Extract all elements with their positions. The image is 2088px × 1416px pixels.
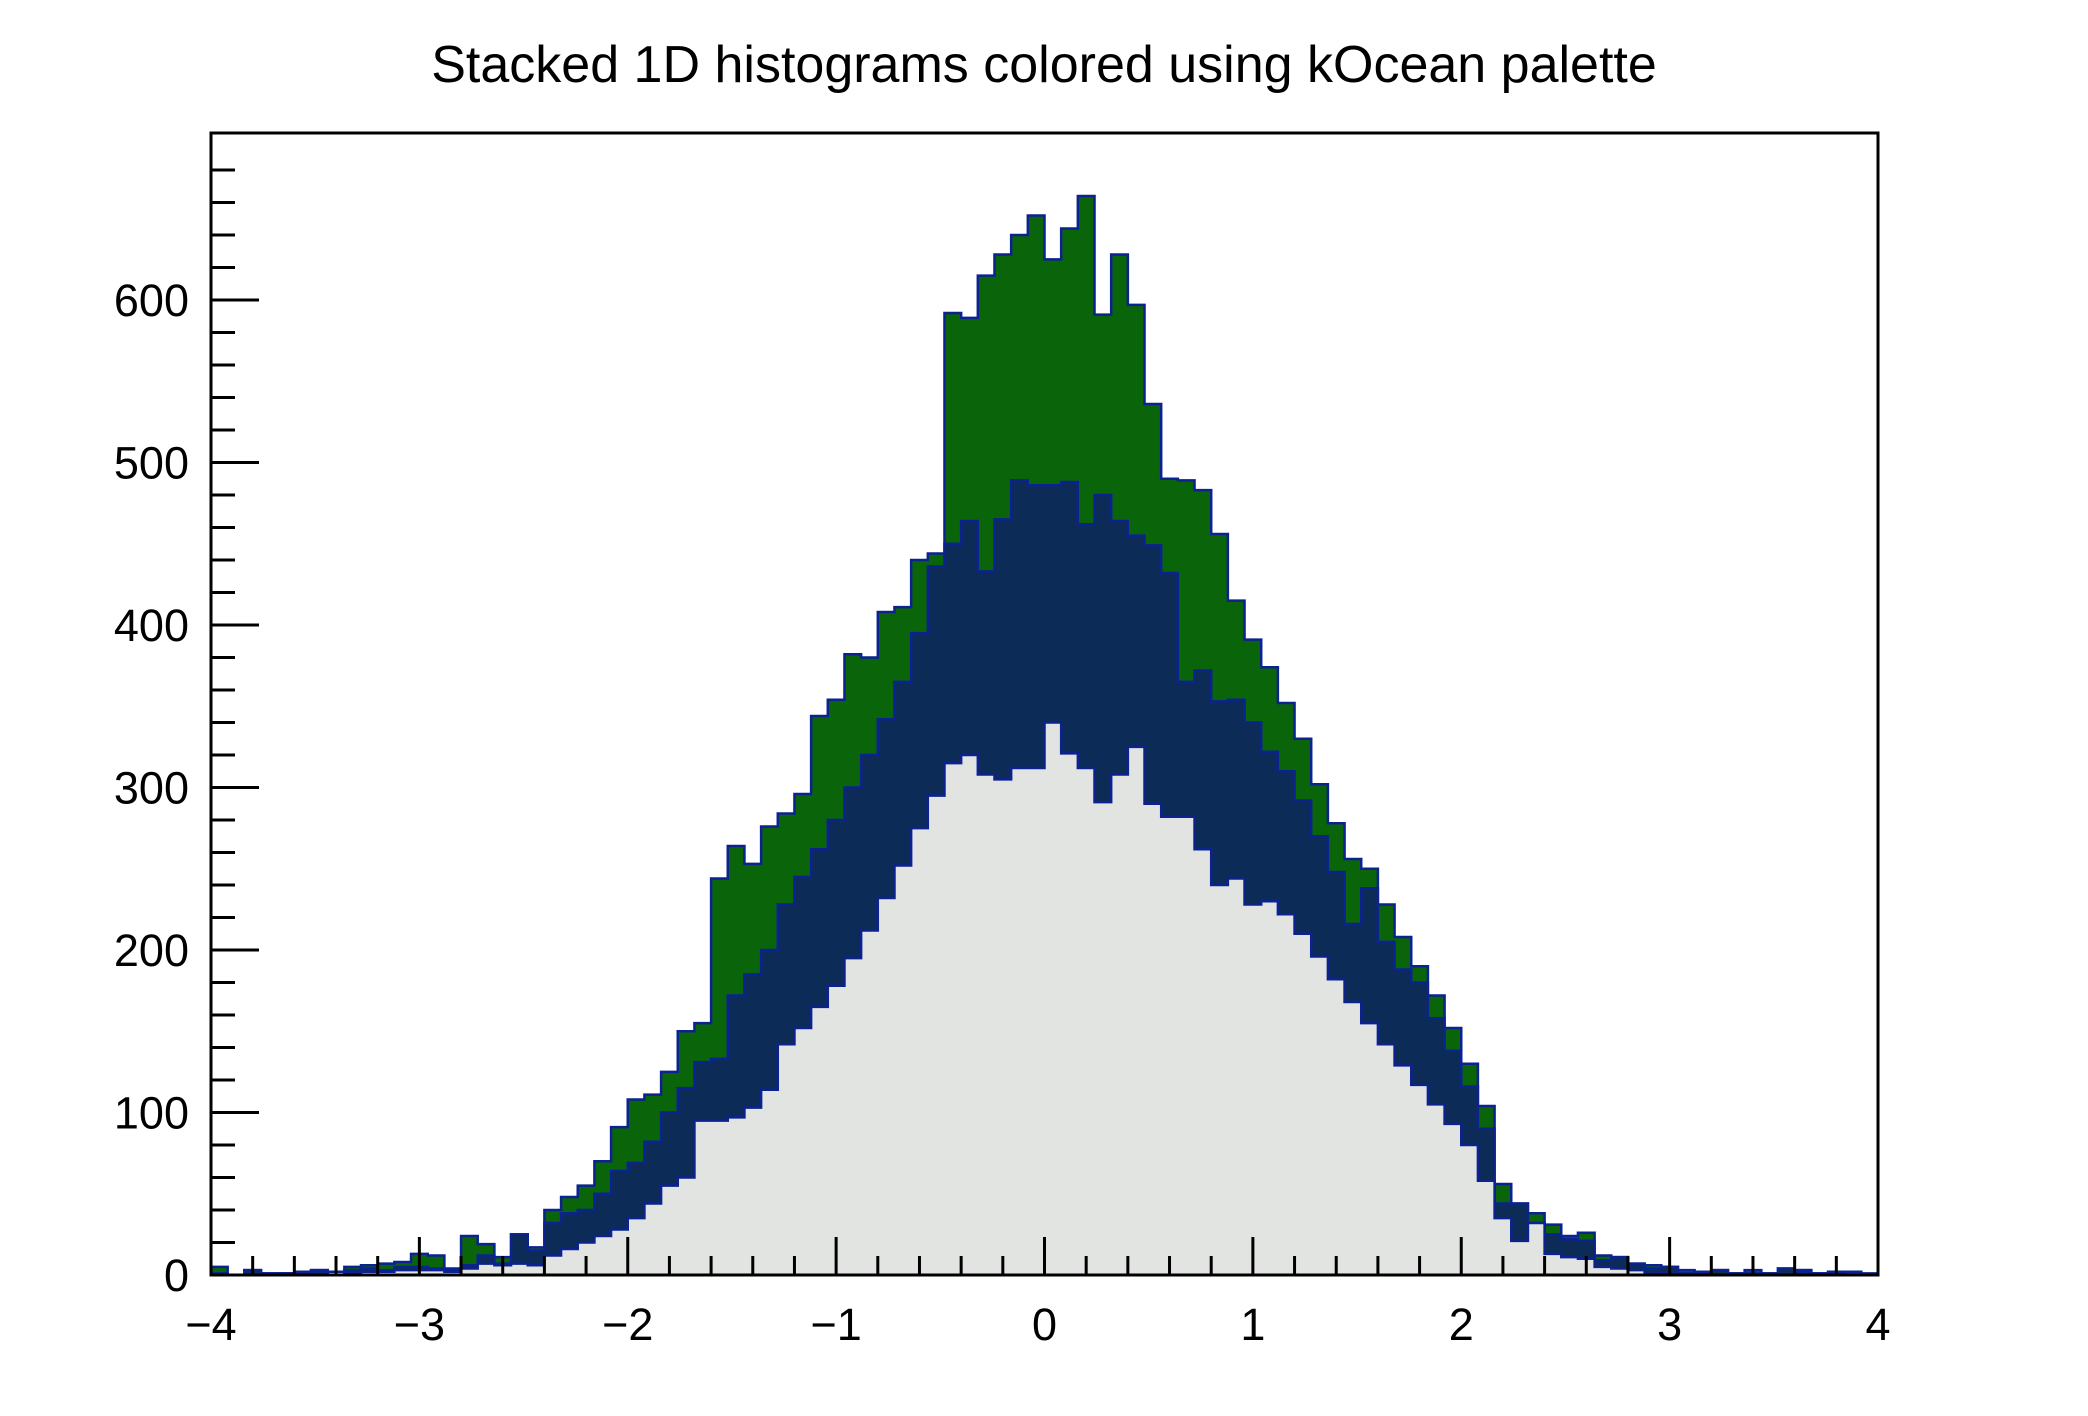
hist-gray (211, 721, 1878, 1277)
x-tick-label: 0 (1032, 1299, 1057, 1350)
y-tick-label: 200 (114, 925, 189, 976)
chart-title: Stacked 1D histograms colored using kOce… (431, 36, 1657, 94)
y-axis: 0 100 200 300 400 500 600 (114, 168, 259, 1301)
y-tick-label: 600 (114, 275, 189, 326)
y-tick-label: 400 (114, 600, 189, 651)
x-tick-label: −2 (602, 1299, 653, 1350)
x-tick-label: 3 (1657, 1299, 1682, 1350)
x-tick-label: −1 (810, 1299, 861, 1350)
x-tick-label: 2 (1449, 1299, 1474, 1350)
axes-layer: −4 −3 −2 −1 0 1 2 3 4 0 100 200 300 400 500 600 (114, 131, 1891, 1350)
y-tick-label: 300 (114, 763, 189, 814)
x-axis: −4 −3 −2 −1 0 1 2 3 4 (185, 1237, 1891, 1350)
x-tick-label: 1 (1240, 1299, 1265, 1350)
y-tick-label: 100 (114, 1088, 189, 1139)
x-tick-label: −4 (185, 1299, 236, 1350)
x-tick-label: 4 (1865, 1299, 1890, 1350)
x-tick-label: −3 (394, 1299, 445, 1350)
y-tick-label: 500 (114, 438, 189, 489)
stacked-bars-layer (209, 194, 1880, 1277)
y-tick-label: 0 (164, 1250, 189, 1301)
